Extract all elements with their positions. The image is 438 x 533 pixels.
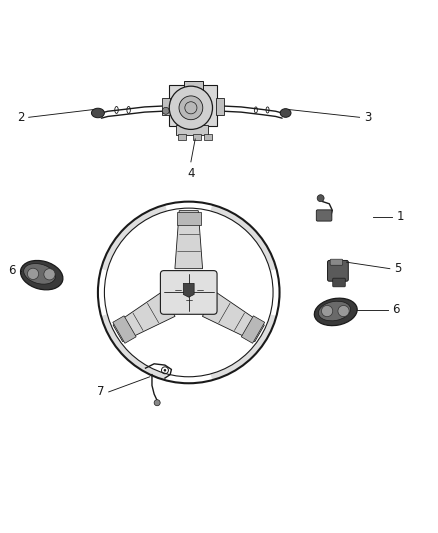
FancyBboxPatch shape [178, 134, 186, 140]
FancyBboxPatch shape [162, 98, 170, 115]
Text: 1: 1 [396, 211, 404, 223]
FancyBboxPatch shape [184, 80, 202, 93]
Polygon shape [113, 316, 136, 343]
Circle shape [338, 305, 349, 317]
Polygon shape [101, 314, 167, 380]
Circle shape [321, 305, 333, 317]
FancyBboxPatch shape [328, 261, 348, 281]
Circle shape [28, 268, 39, 279]
FancyBboxPatch shape [160, 271, 217, 314]
Circle shape [179, 96, 203, 120]
Text: 5: 5 [394, 262, 402, 275]
Circle shape [162, 107, 169, 114]
FancyBboxPatch shape [169, 85, 217, 126]
Ellipse shape [318, 301, 350, 321]
Circle shape [44, 269, 55, 280]
Polygon shape [177, 212, 201, 225]
Text: 3: 3 [364, 111, 371, 124]
Polygon shape [175, 211, 202, 269]
FancyBboxPatch shape [204, 134, 212, 140]
Ellipse shape [21, 261, 63, 290]
Polygon shape [211, 314, 276, 380]
Text: 7: 7 [97, 385, 104, 398]
Text: 6: 6 [8, 264, 16, 277]
Circle shape [317, 195, 324, 201]
FancyBboxPatch shape [316, 210, 332, 221]
Circle shape [169, 86, 212, 130]
Ellipse shape [280, 109, 291, 117]
Circle shape [154, 400, 160, 406]
Text: 4: 4 [187, 167, 194, 180]
Polygon shape [113, 293, 175, 342]
Polygon shape [211, 205, 276, 271]
FancyBboxPatch shape [330, 259, 343, 265]
Ellipse shape [24, 263, 55, 284]
FancyBboxPatch shape [176, 125, 208, 135]
Text: 6: 6 [392, 303, 399, 316]
FancyBboxPatch shape [216, 98, 224, 115]
FancyBboxPatch shape [193, 134, 201, 140]
Polygon shape [202, 293, 264, 342]
FancyBboxPatch shape [333, 278, 345, 287]
Polygon shape [241, 316, 265, 343]
Text: I: I [191, 86, 195, 92]
Polygon shape [184, 284, 194, 297]
Circle shape [164, 369, 166, 372]
Ellipse shape [314, 298, 357, 326]
Text: 2: 2 [17, 111, 25, 124]
Polygon shape [101, 205, 167, 271]
Ellipse shape [92, 108, 104, 118]
